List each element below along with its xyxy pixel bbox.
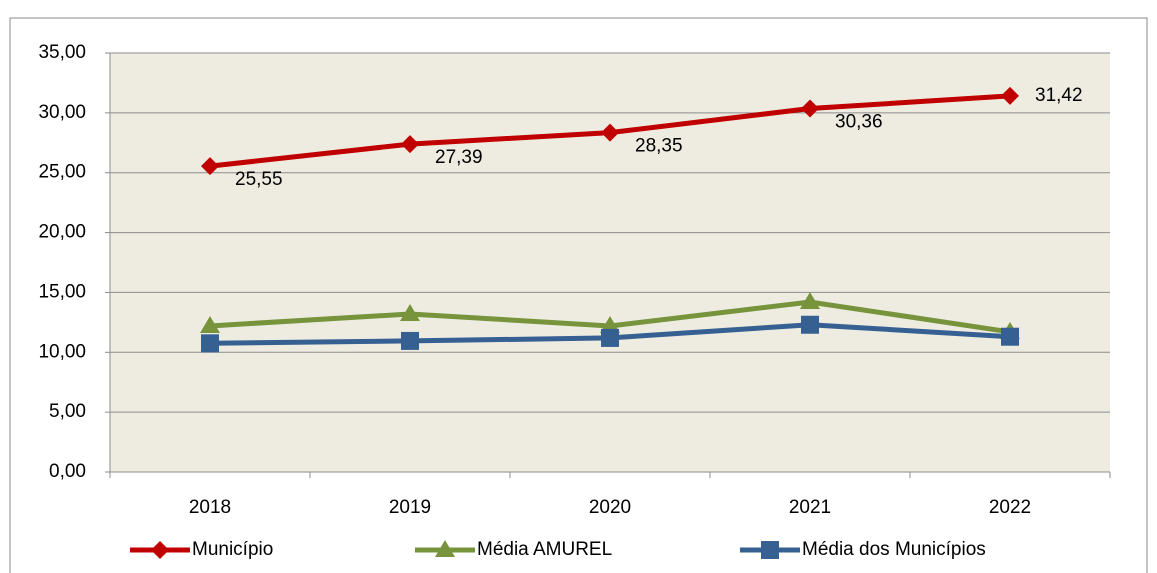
marker <box>1001 327 1019 346</box>
marker <box>200 315 220 333</box>
x-tick-label: 2022 <box>989 497 1031 518</box>
legend-label: Média dos Municípios <box>802 539 986 560</box>
marker <box>601 328 619 347</box>
marker <box>600 315 620 333</box>
data-label: 28,35 <box>635 136 683 157</box>
x-tick-label: 2021 <box>789 497 831 518</box>
y-tick-label: 20,00 <box>38 222 86 243</box>
y-tick-label: 10,00 <box>38 341 86 362</box>
plot-area <box>110 53 1110 472</box>
legend-label: Município <box>192 539 273 560</box>
y-tick-label: 0,00 <box>49 461 86 482</box>
y-tick-label: 35,00 <box>38 42 86 63</box>
data-label: 25,55 <box>235 169 283 190</box>
marker <box>435 540 455 557</box>
marker <box>601 123 619 142</box>
x-tick-label: 2020 <box>589 497 631 518</box>
marker <box>401 331 419 350</box>
marker <box>800 292 820 310</box>
marker <box>201 334 219 353</box>
marker <box>400 303 420 321</box>
marker <box>801 315 819 334</box>
marker <box>761 541 779 559</box>
marker <box>201 157 219 176</box>
y-tick-label: 30,00 <box>38 102 86 123</box>
y-tick-label: 15,00 <box>38 281 86 302</box>
y-tick-label: 25,00 <box>38 162 86 183</box>
marker <box>1001 86 1019 105</box>
data-label: 31,42 <box>1035 85 1083 106</box>
legend-label: Média AMUREL <box>477 539 612 560</box>
marker <box>401 135 419 154</box>
data-label: 30,36 <box>835 112 883 133</box>
marker <box>151 541 169 559</box>
x-tick-label: 2018 <box>189 497 231 518</box>
x-tick-label: 2019 <box>389 497 431 518</box>
y-tick-label: 5,00 <box>49 401 86 422</box>
data-label: 27,39 <box>435 147 483 168</box>
marker <box>801 99 819 118</box>
